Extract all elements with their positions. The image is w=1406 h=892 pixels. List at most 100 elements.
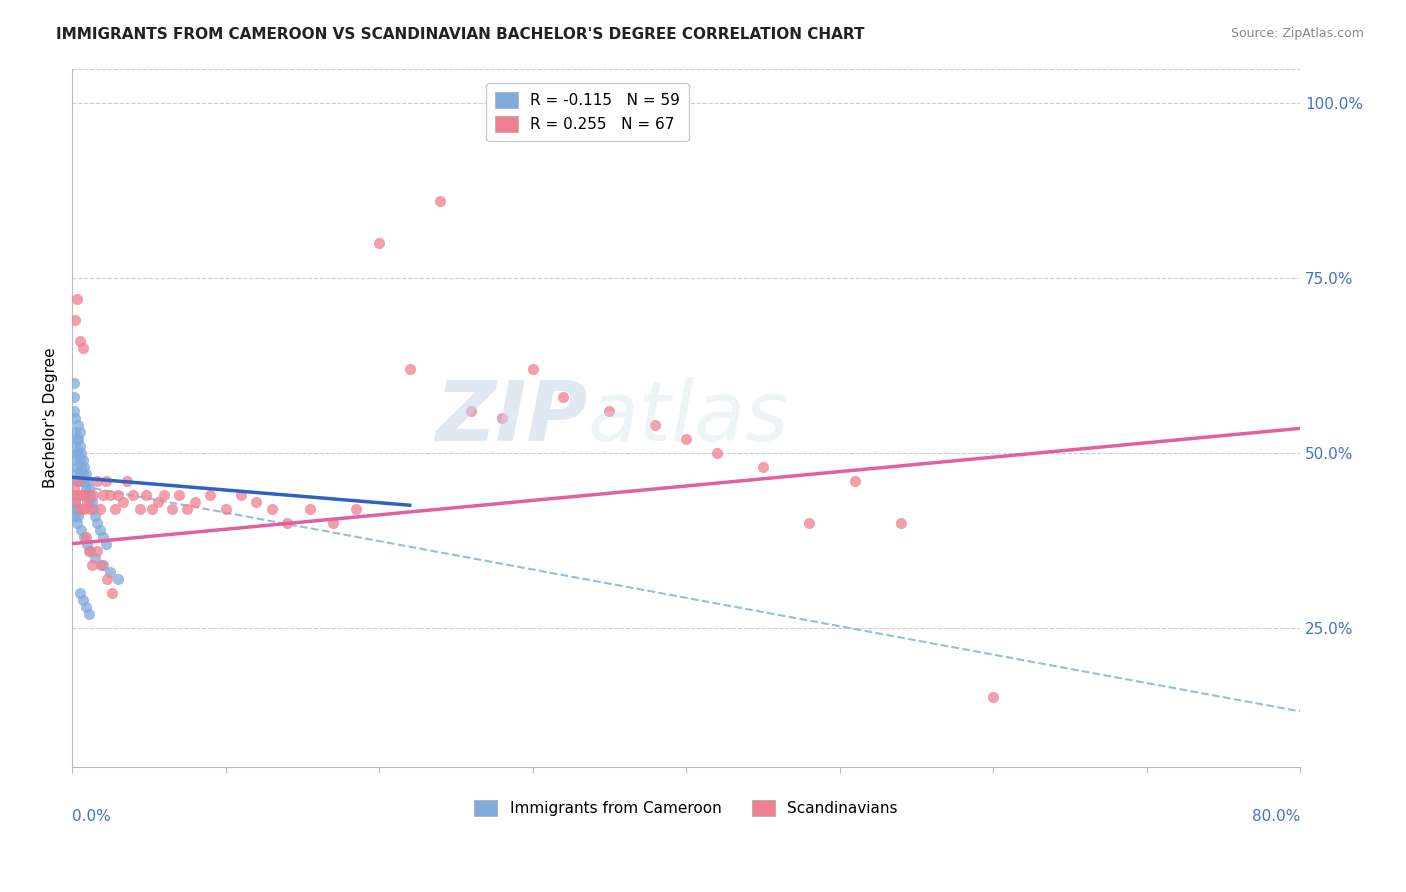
Point (62, 501, 84, 516)
Point (73, 459, 96, 474)
Point (598, 404, 620, 418)
Point (63, 467, 86, 481)
Point (160, 501, 183, 516)
Point (79, 543, 101, 558)
Text: atlas: atlas (588, 377, 789, 458)
Point (100, 565, 122, 579)
Point (91, 488, 114, 502)
Point (176, 501, 198, 516)
Point (70, 446, 93, 460)
Point (63, 494, 86, 508)
Point (198, 488, 221, 502)
Point (70, 501, 93, 516)
Point (77, 543, 100, 558)
Point (65, 459, 87, 474)
Point (184, 494, 207, 508)
Point (76, 488, 98, 502)
Point (111, 494, 134, 508)
Point (84, 550, 107, 565)
Point (69, 452, 91, 467)
Point (70, 474, 93, 488)
Point (72, 341, 94, 355)
Point (75, 530, 97, 544)
Point (69, 488, 91, 502)
Point (72, 467, 94, 481)
Point (72, 592, 94, 607)
Point (77, 494, 100, 508)
Point (146, 494, 169, 508)
Point (84, 508, 107, 523)
Point (65, 516, 87, 530)
Point (322, 516, 344, 530)
Point (522, 362, 544, 376)
Point (460, 404, 482, 418)
Point (276, 516, 298, 530)
Point (63, 439, 86, 453)
Point (83, 501, 105, 516)
Point (128, 501, 150, 516)
Point (75, 481, 97, 495)
Point (69, 334, 91, 348)
Point (90, 558, 112, 572)
Point (890, 516, 912, 530)
Point (62, 390, 84, 404)
Point (67, 446, 90, 460)
Point (135, 488, 157, 502)
Point (75, 599, 97, 614)
Point (63, 425, 86, 439)
Point (89, 501, 111, 516)
Point (141, 501, 163, 516)
Point (72, 452, 94, 467)
Point (117, 474, 139, 488)
Point (76, 536, 98, 550)
Point (94, 536, 117, 550)
Point (72, 488, 94, 502)
Point (65, 292, 87, 306)
Point (62, 481, 84, 495)
Y-axis label: Bachelor's Degree: Bachelor's Degree (44, 348, 58, 488)
Point (100, 488, 122, 502)
Text: IMMIGRANTS FROM CAMEROON VS SCANDINAVIAN BACHELOR'S DEGREE CORRELATION CHART: IMMIGRANTS FROM CAMEROON VS SCANDINAVIAN… (56, 27, 865, 42)
Point (107, 572, 129, 586)
Point (706, 446, 728, 460)
Point (94, 474, 117, 488)
Point (65, 488, 87, 502)
Point (62, 404, 84, 418)
Point (96, 572, 118, 586)
Point (75, 467, 97, 481)
Point (104, 501, 127, 516)
Point (229, 488, 252, 502)
Point (75, 488, 97, 502)
Point (63, 452, 86, 467)
Point (63, 494, 86, 508)
Point (63, 508, 86, 523)
Point (86, 543, 108, 558)
Text: 80.0%: 80.0% (1251, 809, 1301, 824)
Point (76, 474, 98, 488)
Point (260, 501, 283, 516)
Point (398, 362, 420, 376)
Point (80, 494, 103, 508)
Point (83, 488, 105, 502)
Point (77, 481, 100, 495)
Point (675, 432, 697, 446)
Point (429, 194, 451, 209)
Point (981, 690, 1004, 705)
Point (298, 501, 321, 516)
Point (80, 558, 103, 572)
Point (77, 607, 100, 621)
Point (344, 501, 367, 516)
Point (70, 523, 93, 537)
Point (69, 585, 91, 599)
Point (169, 488, 191, 502)
Point (553, 390, 575, 404)
Point (67, 474, 90, 488)
Point (62, 376, 84, 390)
Point (67, 432, 90, 446)
Point (79, 488, 101, 502)
Point (91, 558, 114, 572)
Point (644, 417, 666, 432)
Point (844, 474, 866, 488)
Point (63, 410, 86, 425)
Point (73, 474, 96, 488)
